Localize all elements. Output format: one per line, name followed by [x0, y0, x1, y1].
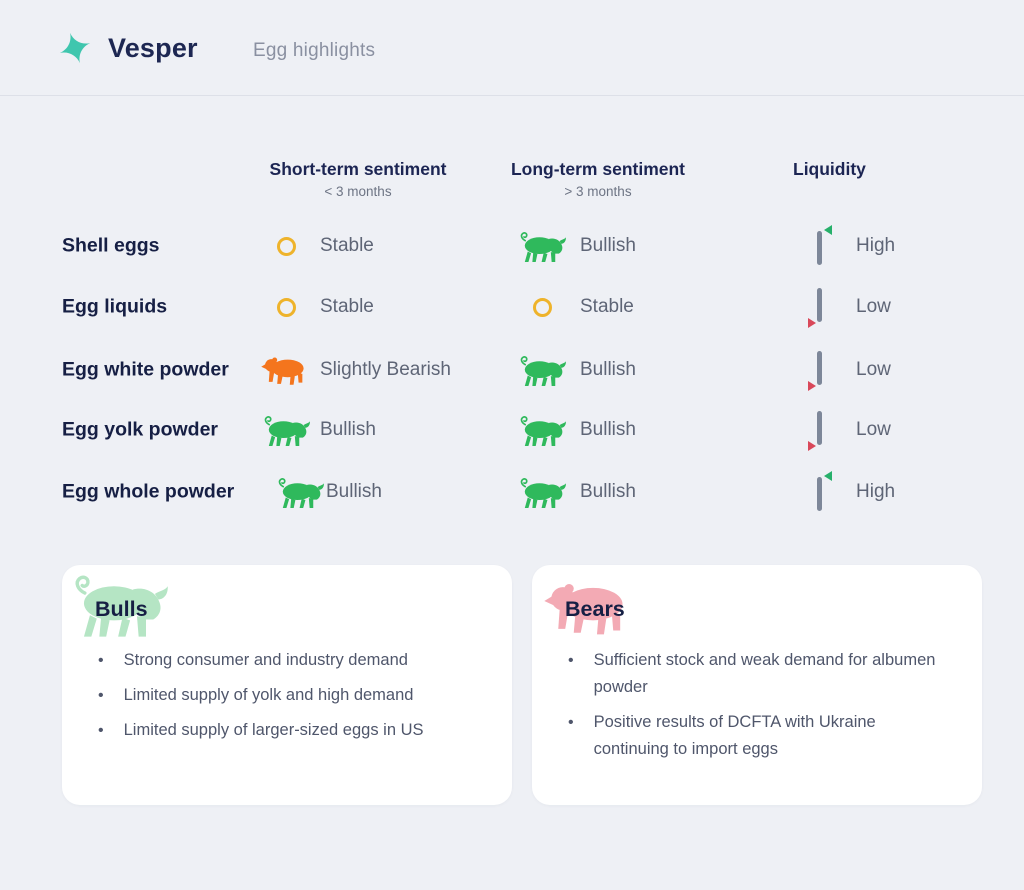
bull-icon	[514, 350, 570, 390]
liquidity-high-icon	[800, 223, 840, 269]
column-header-long-term: Long-term sentiment > 3 months	[492, 159, 704, 199]
list-item: • Limited supply of larger-sized eggs in …	[98, 717, 484, 744]
bulls-card-title: Bulls	[95, 597, 148, 621]
liquidity-low-icon	[800, 407, 840, 453]
bull-icon	[258, 410, 314, 450]
column-label: Long-term sentiment	[510, 159, 686, 179]
liquidity-low-icon	[800, 347, 840, 393]
column-header-liquidity: Liquidity	[793, 159, 913, 180]
brand-name: Vesper	[108, 33, 198, 63]
stable-circle-icon	[514, 287, 570, 327]
bulls-list: • Strong consumer and industry demand • Li…	[98, 647, 484, 752]
column-header-short-term: Short-term sentiment < 3 months	[252, 159, 464, 199]
page-title: Egg highlights	[253, 40, 376, 61]
liquidity-level: High	[856, 481, 896, 502]
bull-icon	[514, 226, 570, 266]
liquidity-level: Low	[856, 296, 891, 317]
bull-icon	[514, 410, 570, 450]
header-bar: Vesper Egg highlights	[0, 0, 1024, 96]
liquidity-level: High	[856, 235, 896, 256]
table-row: Egg whole powder Bullish Bullish High	[0, 470, 1024, 514]
bullet-dot: •	[98, 687, 104, 704]
column-label: Liquidity	[793, 159, 866, 179]
list-item: • Strong consumer and industry demand	[98, 647, 484, 674]
liquidity-low-icon	[800, 284, 840, 330]
liquidity-high-icon	[800, 469, 840, 515]
bear-icon	[258, 350, 314, 390]
product-name: Shell eggs	[62, 234, 160, 257]
long-term-sentiment: Bullish	[580, 419, 636, 440]
list-item: • Sufficient stock and weak demand for al…	[568, 647, 954, 701]
long-term-sentiment: Bullish	[580, 481, 636, 502]
bullet-dot: •	[98, 652, 104, 669]
short-term-sentiment: Stable	[320, 296, 374, 317]
long-term-sentiment: Stable	[580, 296, 634, 317]
column-label: Short-term sentiment	[269, 159, 447, 179]
product-name: Egg yolk powder	[62, 418, 219, 441]
column-sublabel: > 3 months	[564, 184, 632, 199]
bears-card-title: Bears	[565, 597, 625, 621]
bull-icon	[272, 472, 328, 512]
short-term-sentiment: Stable	[320, 235, 374, 256]
liquidity-level: Low	[856, 359, 891, 380]
column-sublabel: < 3 months	[324, 184, 392, 199]
bull-icon	[514, 472, 570, 512]
table-row: Egg liquids Stable Stable Low	[0, 285, 1024, 329]
product-name: Egg whole powder	[62, 480, 235, 503]
table-row: Egg yolk powder Bullish Bullish Low	[0, 408, 1024, 452]
short-term-sentiment: Bullish	[326, 481, 382, 502]
short-term-sentiment: Bullish	[320, 419, 376, 440]
product-name: Egg white powder	[62, 358, 229, 381]
short-term-sentiment: Slightly Bearish	[320, 359, 451, 380]
vesper-logo-sparkle-icon	[59, 32, 91, 64]
liquidity-level: Low	[856, 419, 891, 440]
bullet-dot: •	[568, 652, 574, 669]
bears-card: Bears • Sufficient stock and weak demand …	[532, 565, 982, 805]
bears-list: • Sufficient stock and weak demand for al…	[568, 647, 954, 771]
bulls-card: Bulls • Strong consumer and industry dema…	[62, 565, 512, 805]
list-item: • Positive results of DCFTA with Ukraine …	[568, 709, 954, 763]
table-row: Egg white powder Slightly Bearish Bullis…	[0, 348, 1024, 392]
stable-circle-icon	[258, 287, 314, 327]
table-row: Shell eggs Stable Bullish High	[0, 224, 1024, 268]
product-name: Egg liquids	[62, 295, 168, 318]
bullet-dot: •	[98, 722, 104, 739]
long-term-sentiment: Bullish	[580, 235, 636, 256]
list-item: • Limited supply of yolk and high demand	[98, 682, 484, 709]
bullet-dot: •	[568, 714, 574, 731]
long-term-sentiment: Bullish	[580, 359, 636, 380]
stable-circle-icon	[258, 226, 314, 266]
